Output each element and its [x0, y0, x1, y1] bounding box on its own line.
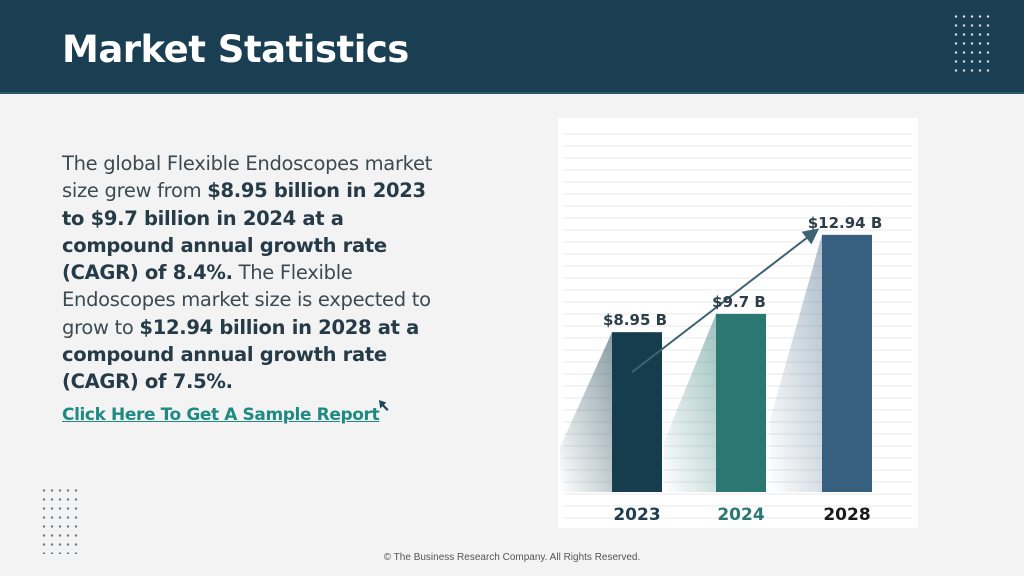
description-highlight-1: $8.95 billion in 2023 to $9.7 billion in…: [62, 179, 426, 285]
value-label: $9.7 B: [712, 293, 766, 311]
bar-shadow: [664, 313, 716, 492]
bar-shadow: [560, 332, 612, 492]
value-label: $8.95 B: [603, 311, 667, 329]
copyright-footer: © The Business Research Company. All Rig…: [383, 552, 641, 563]
value-label: $12.94 B: [808, 214, 883, 232]
category-label: 2023: [613, 505, 660, 525]
page-title: Market Statistics: [62, 28, 409, 71]
header-bar: Market Statistics: [0, 0, 1024, 94]
description-text-2: The Flexible Endoscopes market size is e…: [62, 261, 431, 339]
cursor-arrow-icon: [379, 400, 389, 411]
bar-2023: [612, 332, 662, 492]
description-text-1: The global Flexible Endoscopes market si…: [62, 152, 433, 203]
category-labels: 2023 2024 2028: [613, 505, 870, 525]
bar-2028: [822, 234, 872, 492]
bars-group: [612, 234, 872, 492]
category-label: 2028: [823, 505, 870, 525]
description-highlight-2: $12.94 billion in 2028 at a compound ann…: [62, 315, 419, 394]
market-description: The global Flexible Endoscopes market si…: [62, 150, 432, 396]
chart-card: $8.95 B $9.7 B $12.94 B 2023 2024 2028: [558, 118, 918, 528]
sample-report-link[interactable]: Click Here To Get A Sample Report: [62, 405, 380, 425]
decorative-dots-bottom: [40, 486, 82, 554]
value-labels: $8.95 B $9.7 B $12.94 B: [603, 214, 882, 329]
category-label: 2024: [717, 505, 764, 525]
bar-shadows: [560, 234, 822, 492]
decorative-dots-top: [952, 12, 992, 78]
market-bar-chart: $8.95 B $9.7 B $12.94 B 2023 2024 2028: [560, 133, 912, 525]
bar-shadow: [770, 234, 822, 492]
bar-2024: [716, 313, 766, 492]
trend-arrow: [631, 228, 820, 373]
